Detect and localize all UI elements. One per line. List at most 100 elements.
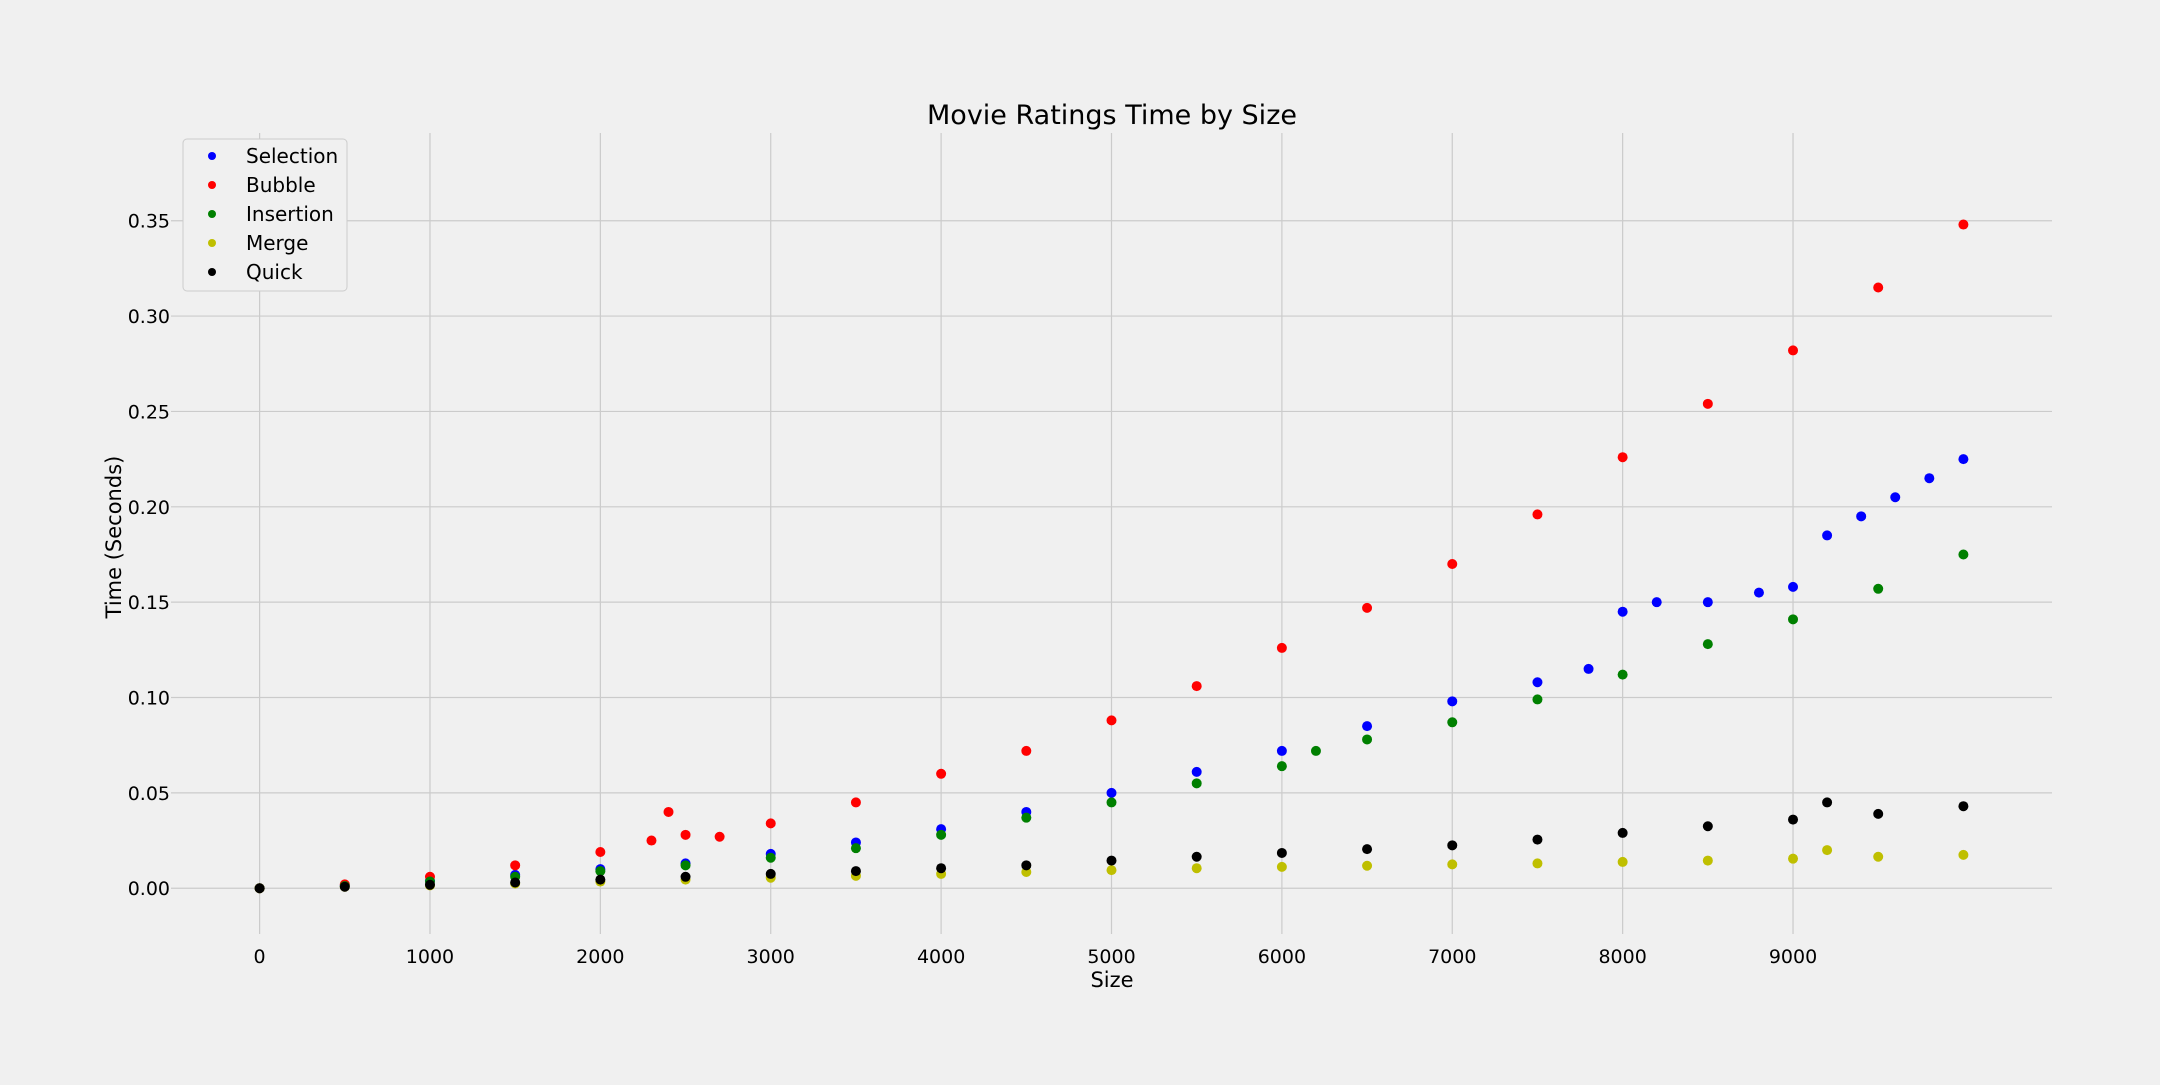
- data-point: [1362, 860, 1373, 871]
- legend-label: Selection: [246, 144, 338, 168]
- data-point: [1617, 856, 1628, 867]
- data-point: [1822, 797, 1833, 808]
- x-axis-label: Size: [1090, 968, 1133, 992]
- data-point: [1447, 717, 1458, 728]
- data-point: [1021, 745, 1032, 756]
- y-tick-label: 0.20: [128, 497, 170, 519]
- legend-box: [182, 138, 348, 292]
- data-point: [1276, 861, 1287, 872]
- data-point: [595, 846, 606, 857]
- data-point: [1532, 694, 1543, 705]
- tick-labels: 0 1000 2000 3000 4000 5000 6000 7000 8000 9000 0.0…: [128, 211, 1818, 968]
- chart-title: Movie Ratings Time by Size: [927, 100, 1297, 131]
- data-point: [714, 831, 725, 842]
- data-point: [1276, 642, 1287, 653]
- data-point: [1924, 473, 1935, 484]
- data-point: [1856, 511, 1867, 522]
- data-point: [1788, 814, 1799, 825]
- legend-marker: [208, 268, 216, 276]
- data-point: [1106, 715, 1117, 726]
- data-point: [936, 768, 947, 779]
- data-point: [595, 874, 606, 885]
- data-point: [1362, 844, 1373, 855]
- x-tick-label: 9000: [1769, 946, 1817, 968]
- data-point: [595, 866, 606, 877]
- data-point: [1106, 787, 1117, 798]
- data-point: [1873, 282, 1884, 293]
- series-quick: [254, 797, 1969, 894]
- y-tick-label: 0.30: [128, 306, 170, 328]
- data-point: [646, 835, 657, 846]
- data-point: [1651, 597, 1662, 608]
- x-tick-label: 5000: [1087, 946, 1135, 968]
- data-point: [339, 881, 350, 892]
- data-point: [680, 871, 691, 882]
- data-point: [1447, 859, 1458, 870]
- x-tick-label: 6000: [1258, 946, 1306, 968]
- data-point: [1532, 509, 1543, 520]
- data-point: [1617, 452, 1628, 463]
- data-point: [680, 829, 691, 840]
- data-point: [850, 797, 861, 808]
- legend-marker: [208, 239, 216, 247]
- data-point: [1583, 663, 1594, 674]
- data-point: [1276, 761, 1287, 772]
- data-point: [1958, 549, 1969, 560]
- data-point: [424, 879, 435, 890]
- data-point: [936, 863, 947, 874]
- data-point: [1532, 834, 1543, 845]
- data-point: [1958, 219, 1969, 230]
- data-point: [1276, 847, 1287, 858]
- x-tick-label: 8000: [1598, 946, 1646, 968]
- data-point: [1958, 454, 1969, 465]
- data-point: [1532, 677, 1543, 688]
- y-tick-label: 0.25: [128, 401, 170, 423]
- data-point: [1617, 669, 1628, 680]
- data-point: [1702, 597, 1713, 608]
- legend-marker: [208, 210, 216, 218]
- data-point: [1788, 345, 1799, 356]
- y-tick-label: 0.10: [128, 688, 170, 710]
- data-point: [1702, 821, 1713, 832]
- data-point: [1890, 492, 1901, 503]
- data-point: [1788, 853, 1799, 864]
- legend: Selection Bubble Insertion Merge Quick: [182, 138, 348, 292]
- data-point: [1873, 851, 1884, 862]
- data-point: [663, 806, 674, 817]
- x-tick-label: 7000: [1428, 946, 1476, 968]
- data-point: [1276, 745, 1287, 756]
- y-tick-label: 0.00: [128, 878, 170, 900]
- data-point: [510, 877, 521, 888]
- series-insertion: [254, 549, 1969, 894]
- data-point: [1702, 398, 1713, 409]
- x-tick-label: 4000: [917, 946, 965, 968]
- data-point: [510, 860, 521, 871]
- data-point: [1617, 827, 1628, 838]
- legend-marker: [208, 152, 216, 160]
- data-point: [850, 843, 861, 854]
- legend-label: Bubble: [246, 173, 316, 197]
- legend-label: Insertion: [246, 202, 334, 226]
- data-point: [1822, 530, 1833, 541]
- data-point: [1788, 614, 1799, 625]
- data-point: [1021, 812, 1032, 823]
- data-point: [1447, 559, 1458, 570]
- data-point: [1788, 581, 1799, 592]
- data-point: [1447, 840, 1458, 851]
- data-point: [1191, 863, 1202, 874]
- data-point: [1702, 855, 1713, 866]
- data-point: [1191, 851, 1202, 862]
- y-tick-label: 0.15: [128, 592, 170, 614]
- data-point: [1617, 606, 1628, 617]
- data-point: [1362, 734, 1373, 745]
- x-tick-label: 2000: [576, 946, 624, 968]
- data-point: [1958, 801, 1969, 812]
- data-point: [1362, 721, 1373, 732]
- data-point: [1191, 681, 1202, 692]
- data-point: [1753, 587, 1764, 598]
- data-point: [765, 818, 776, 829]
- data-point: [765, 852, 776, 863]
- x-tick-label: 3000: [747, 946, 795, 968]
